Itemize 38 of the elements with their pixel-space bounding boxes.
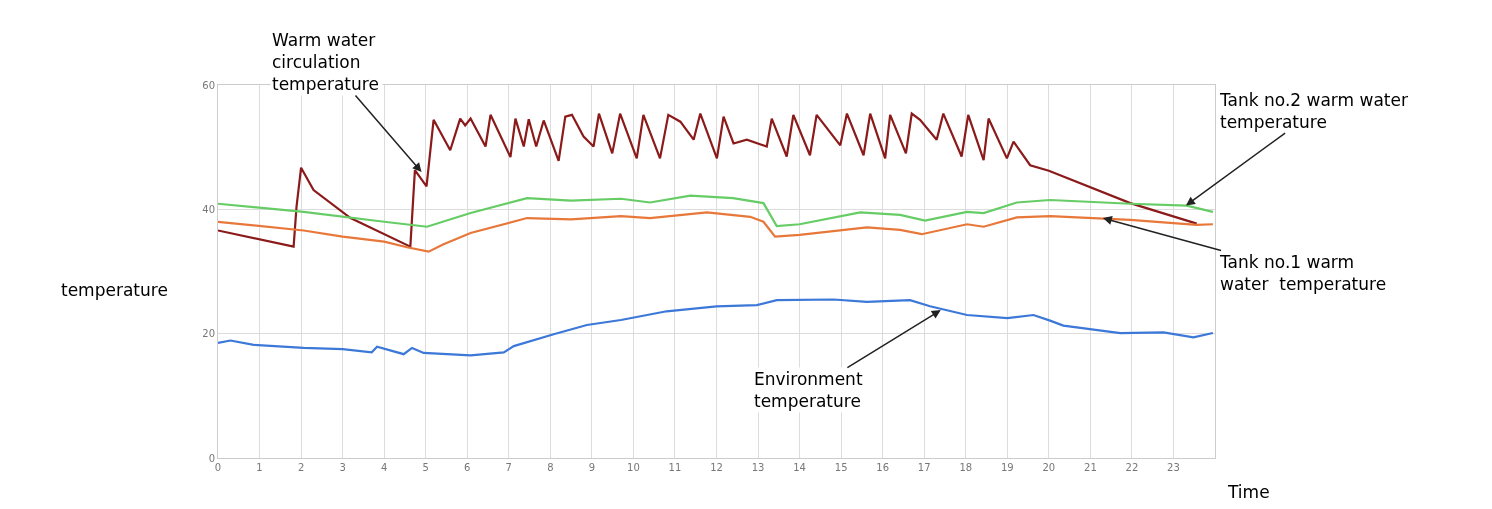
annotation: Warm water circulation temperature [272, 30, 381, 95]
x-tick-label: 13 [751, 462, 765, 473]
x-tick-label: 23 [1167, 462, 1180, 473]
x-tick-label: 4 [380, 462, 388, 473]
y-axis-title: temperature [61, 280, 168, 300]
x-axis-title: Time [1227, 482, 1270, 502]
annotation: Environment temperature [754, 369, 868, 412]
x-tick-label: 5 [422, 462, 429, 473]
x-tick-label: 7 [505, 462, 512, 473]
x-tick-label: 12 [710, 462, 723, 473]
line-series [218, 298, 1215, 357]
line-series [218, 194, 1215, 228]
y-tick-label: 20 [202, 328, 215, 340]
x-tick-label: 10 [627, 462, 640, 473]
y-tick-label: 40 [202, 203, 215, 215]
line-series [218, 112, 1198, 248]
x-tick-label: 16 [876, 462, 890, 473]
x-tick-label: 15 [834, 462, 848, 473]
x-tick-label: 14 [793, 462, 806, 473]
x-tick-label: 6 [464, 462, 471, 473]
x-tick-label: 21 [1084, 462, 1097, 473]
x-tick-label: 8 [547, 462, 554, 473]
x-tick-label: 11 [668, 462, 682, 473]
x-tick-label: 22 [1125, 462, 1139, 473]
x-tick-label: 1 [256, 462, 263, 473]
x-tick-label: 18 [959, 462, 973, 473]
line-series [218, 211, 1215, 253]
x-tick-label: 9 [588, 462, 596, 473]
x-tick-label: 2 [297, 462, 305, 473]
x-tick-label: 0 [214, 462, 222, 473]
x-tick-label: 3 [339, 462, 346, 473]
y-tick-label: 60 [202, 79, 215, 91]
annotation: Tank no.2 warm water temperature [1219, 90, 1414, 133]
x-tick-label: 19 [1000, 462, 1014, 473]
x-tick-label: 20 [1042, 462, 1056, 473]
annotation: Tank no.1 warm water temperature [1219, 252, 1387, 295]
y-tick-label: 0 [208, 452, 215, 464]
x-tick-label: 17 [917, 462, 931, 473]
